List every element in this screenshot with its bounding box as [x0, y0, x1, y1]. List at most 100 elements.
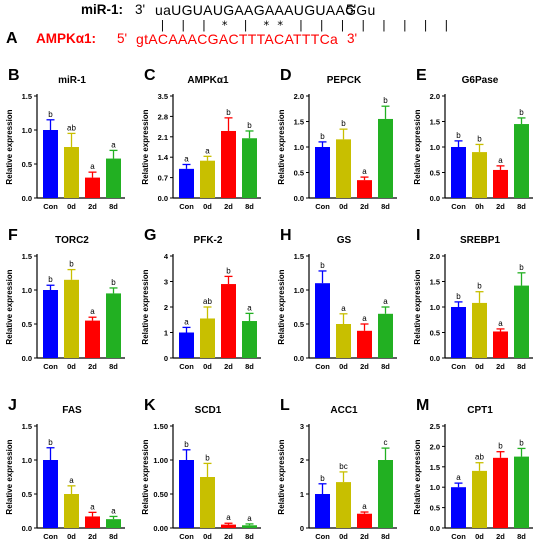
x-tick-label-f: 0d [67, 362, 76, 371]
bar-e-0h [472, 152, 487, 198]
bar-m-0d [472, 470, 487, 528]
x-tick-label-g: 0d [203, 362, 212, 371]
significance-letter-c: a [205, 146, 210, 155]
x-tick-label-f: 8d [109, 362, 118, 371]
significance-letter-e: b [456, 131, 461, 140]
y-tick-label-g: 0 [164, 354, 168, 363]
significance-letter-i: a [498, 319, 503, 328]
bar-i-2d [493, 331, 508, 358]
x-tick-label-d: 2d [360, 202, 369, 211]
y-tick-label-e: 0.5 [430, 169, 440, 178]
x-tick-label-b: Con [43, 202, 58, 211]
bar-b-0d [64, 147, 79, 198]
y-tick-label-b: 0.0 [22, 194, 32, 203]
x-tick-label-k: 2d [224, 532, 233, 541]
x-tick-label-c: 8d [245, 202, 254, 211]
panel-letter-e: E [416, 67, 427, 84]
x-tick-label-m: 2d [496, 532, 505, 541]
y-axis-label-l: Relative expression [277, 439, 286, 514]
bar-f-con [43, 290, 58, 358]
x-tick-label-l: 0d [339, 532, 348, 541]
x-tick-label-j: 2d [88, 532, 97, 541]
significance-letter-h: a [341, 304, 346, 313]
bar-k-2d [221, 524, 236, 528]
significance-letter-k: a [226, 513, 231, 522]
significance-letter-b: a [90, 162, 95, 171]
y-tick-label-l: 1 [300, 490, 304, 499]
bar-g-2d [221, 284, 236, 358]
significance-letter-m: b [498, 442, 503, 451]
chart-title-f: TORC2 [55, 235, 89, 246]
bar-f-2d [85, 320, 100, 358]
target-3prime: 3' [347, 31, 358, 46]
x-tick-label-e: 8d [517, 202, 526, 211]
y-axis-label-b: Relative expression [5, 109, 14, 184]
panel-letter-i: I [416, 227, 420, 244]
significance-letter-j: a [69, 476, 74, 485]
x-tick-label-c: Con [179, 202, 194, 211]
bar-h-2d [357, 330, 372, 358]
significance-letter-l: a [362, 502, 367, 511]
x-tick-label-g: 2d [224, 362, 233, 371]
significance-letter-m: b [519, 438, 524, 447]
chart-title-c: AMPKα1 [187, 75, 229, 86]
significance-letter-h: a [362, 314, 367, 323]
y-tick-label-b: 1.5 [22, 92, 32, 101]
y-tick-label-i: 1.0 [430, 303, 440, 312]
bar-f-0d [64, 279, 79, 358]
y-tick-label-m: 2.5 [430, 422, 440, 431]
y-tick-label-d: 0.5 [294, 169, 304, 178]
y-tick-label-d: 2.0 [294, 92, 304, 101]
y-tick-label-h: 0.0 [294, 354, 304, 363]
panel-letter-a: A [6, 30, 18, 47]
bar-i-8d [514, 285, 529, 358]
y-tick-label-k: 1.50 [153, 422, 168, 431]
y-tick-label-j: 0.5 [22, 490, 32, 499]
y-tick-label-g: 1 [164, 329, 168, 338]
y-tick-label-e: 0.0 [430, 194, 440, 203]
y-tick-label-k: 1.00 [153, 456, 168, 465]
target-label: AMPKα1: [36, 31, 97, 46]
significance-letter-h: a [383, 297, 388, 306]
bar-d-2d [357, 180, 372, 198]
significance-letter-d: b [341, 119, 346, 128]
y-axis-label-i: Relative expression [413, 269, 422, 344]
significance-letter-c: b [226, 108, 231, 117]
chart-title-b: miR-1 [58, 75, 86, 86]
x-tick-label-g: Con [179, 362, 194, 371]
panel-letter-c: C [144, 67, 156, 84]
bar-l-8d [378, 460, 393, 528]
y-tick-label-j: 1.0 [22, 456, 32, 465]
x-tick-label-b: 0d [67, 202, 76, 211]
y-axis-label-g: Relative expression [141, 269, 150, 344]
y-axis-label-d: Relative expression [277, 109, 286, 184]
y-tick-label-h: 1.0 [294, 286, 304, 295]
bar-l-0d [336, 482, 351, 528]
significance-letter-d: a [362, 167, 367, 176]
y-tick-label-f: 0.5 [22, 320, 32, 329]
x-tick-label-f: Con [43, 362, 58, 371]
x-tick-label-j: 0d [67, 532, 76, 541]
chart-title-j: FAS [62, 405, 82, 416]
bar-h-8d [378, 313, 393, 358]
y-tick-label-i: 0.5 [430, 329, 440, 338]
y-tick-label-m: 2.0 [430, 442, 440, 451]
y-tick-label-b: 1.0 [22, 126, 32, 135]
panel-letter-g: G [144, 227, 156, 244]
y-tick-label-d: 0.0 [294, 194, 304, 203]
chart-title-i: SREBP1 [460, 235, 500, 246]
x-tick-label-e: 2d [496, 202, 505, 211]
y-axis-label-h: Relative expression [277, 269, 286, 344]
y-tick-label-d: 1.5 [294, 118, 304, 127]
x-tick-label-h: Con [315, 362, 330, 371]
chart-title-g: PFK-2 [194, 235, 223, 246]
x-tick-label-d: 0d [339, 202, 348, 211]
y-axis-label-f: Relative expression [5, 269, 14, 344]
panel-letter-f: F [8, 227, 18, 244]
y-tick-label-j: 1.5 [22, 422, 32, 431]
mirna-5prime: 5' [346, 2, 357, 17]
significance-letter-m: a [456, 473, 461, 482]
bar-c-2d [221, 130, 236, 198]
chart-title-d: PEPCK [327, 75, 362, 86]
y-tick-label-m: 1.5 [430, 463, 440, 472]
